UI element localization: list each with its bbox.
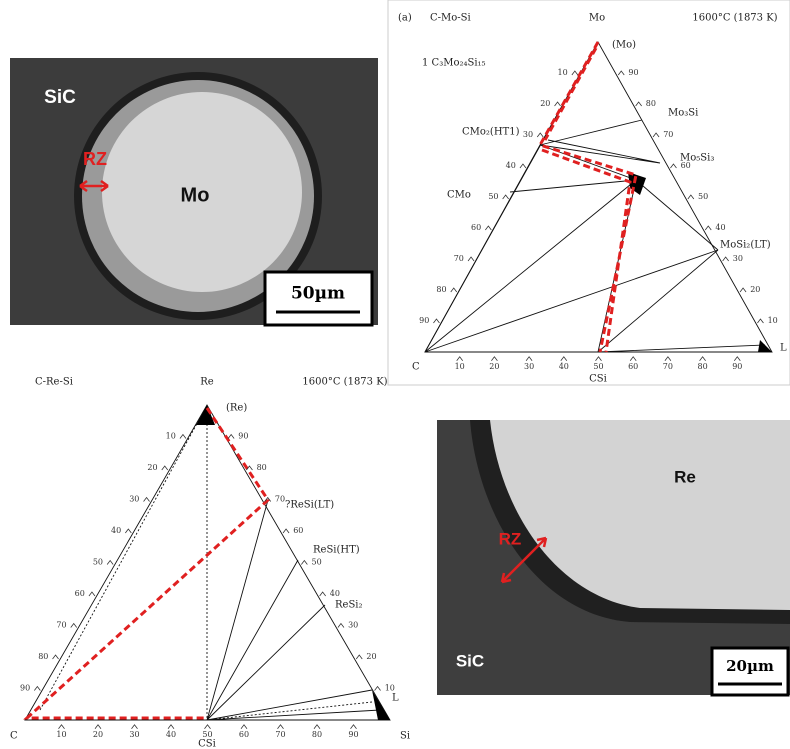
tick-label: 80	[698, 362, 708, 371]
corner-left: C	[412, 362, 420, 373]
tick-label: 40	[559, 362, 569, 371]
tick-label: 10	[455, 362, 465, 371]
tick-label: 10	[166, 432, 176, 441]
tick-label: 80	[38, 652, 48, 661]
tick-label: 60	[293, 526, 303, 535]
tick-label: 20	[93, 730, 103, 739]
tick-label: 50	[698, 192, 708, 201]
zone-label: RZ	[83, 149, 107, 169]
tick-label: 70	[454, 254, 464, 263]
corner-left: C	[10, 731, 18, 742]
tick-label: 70	[275, 495, 285, 504]
tick-label: 30	[129, 495, 139, 504]
tick-label: 60	[239, 730, 249, 739]
apex-label: Re	[200, 377, 214, 388]
tick-label: 90	[628, 68, 638, 77]
tick-label: 40	[330, 589, 340, 598]
particle-label: Mo	[181, 184, 210, 206]
corner-right: Si	[400, 731, 410, 742]
tick-label: 20	[540, 99, 550, 108]
bottom-mid: CSi	[589, 374, 607, 385]
phase-label: (Re)	[226, 403, 247, 414]
tick-label: 20	[489, 362, 499, 371]
tick-label: 40	[111, 526, 121, 535]
figure: SiC RZ Mo 50µm (a) C-Mo-Si Mo 1600°C (18…	[0, 0, 790, 749]
tick-label: 50	[93, 558, 103, 567]
zone-label: RZ	[499, 529, 522, 548]
phase-label: MoSi₂(LT)	[720, 240, 771, 251]
tick-label: 60	[628, 362, 638, 371]
micrograph-mo: SiC RZ Mo 50µm	[10, 58, 378, 325]
tick-label: 10	[558, 68, 568, 77]
tick-label: 60	[75, 589, 85, 598]
tick-label: 30	[524, 362, 534, 371]
panel-label: (a)	[398, 13, 412, 24]
tick-label: 60	[471, 223, 481, 232]
tick-label: 90	[238, 432, 248, 441]
phase-label: ReSi(HT)	[313, 545, 360, 556]
tick-label: 90	[348, 730, 358, 739]
tick-label: 40	[506, 161, 516, 170]
tick-label: 10	[768, 316, 778, 325]
tick-label: 90	[20, 684, 30, 693]
micrograph-re: Re RZ SiC 20µm	[437, 420, 790, 695]
tick-label: 30	[129, 730, 139, 739]
tick-label: 30	[733, 254, 743, 263]
tick-label: 80	[312, 730, 322, 739]
phase-label: 1 C₃Mo₂₄Si₁₅	[422, 58, 486, 69]
phase-label: ReSi₂	[335, 600, 363, 611]
temperature: 1600°C (1873 K)	[692, 13, 777, 24]
tick-label: 50	[202, 730, 212, 739]
tick-label: 20	[147, 463, 157, 472]
tick-label: 70	[663, 362, 673, 371]
system-label: C-Re-Si	[35, 377, 73, 388]
tick-label: 80	[257, 463, 267, 472]
phase-label: ?ReSi(LT)	[285, 500, 334, 511]
tick-label: 50	[488, 192, 498, 201]
tick-label: 20	[750, 285, 760, 294]
phase-label: L	[392, 693, 399, 704]
tick-label: 30	[523, 130, 533, 139]
matrix-label: SiC	[44, 87, 76, 108]
tick-label: 40	[166, 730, 176, 739]
diagram-mo: (a) C-Mo-Si Mo 1600°C (1873 K) C L CSi 1…	[388, 0, 790, 385]
tick-label: 90	[732, 362, 742, 371]
tick-label: 70	[663, 130, 673, 139]
scale-label: 50µm	[291, 284, 345, 304]
tick-label: 20	[366, 652, 376, 661]
phase-label: Mo₃Si	[668, 108, 698, 119]
particle-label: Re	[674, 467, 696, 486]
bottom-mid: CSi	[198, 739, 216, 749]
system-label: C-Mo-Si	[430, 13, 471, 24]
phase-label: CMo	[447, 190, 471, 201]
scale-label: 20µm	[726, 657, 774, 675]
tick-label: 30	[348, 621, 358, 630]
tick-label: 10	[56, 730, 66, 739]
tick-label: 50	[312, 558, 322, 567]
apex-label: Mo	[589, 13, 605, 24]
tick-label: 50	[593, 362, 603, 371]
tick-label: 70	[275, 730, 285, 739]
tick-label: 80	[436, 285, 446, 294]
tick-label: 40	[715, 223, 725, 232]
temperature: 1600°C (1873 K)	[302, 377, 387, 388]
tick-label: 80	[646, 99, 656, 108]
phase-label: (Mo)	[612, 40, 636, 51]
tick-label: 70	[56, 621, 66, 630]
phase-label: CMo₂(HT1)	[462, 127, 520, 138]
corner-right: L	[780, 343, 787, 354]
matrix-label: SiC	[456, 651, 484, 670]
tick-label: 90	[419, 316, 429, 325]
tick-label: 10	[385, 684, 395, 693]
tick-label: 60	[681, 161, 691, 170]
